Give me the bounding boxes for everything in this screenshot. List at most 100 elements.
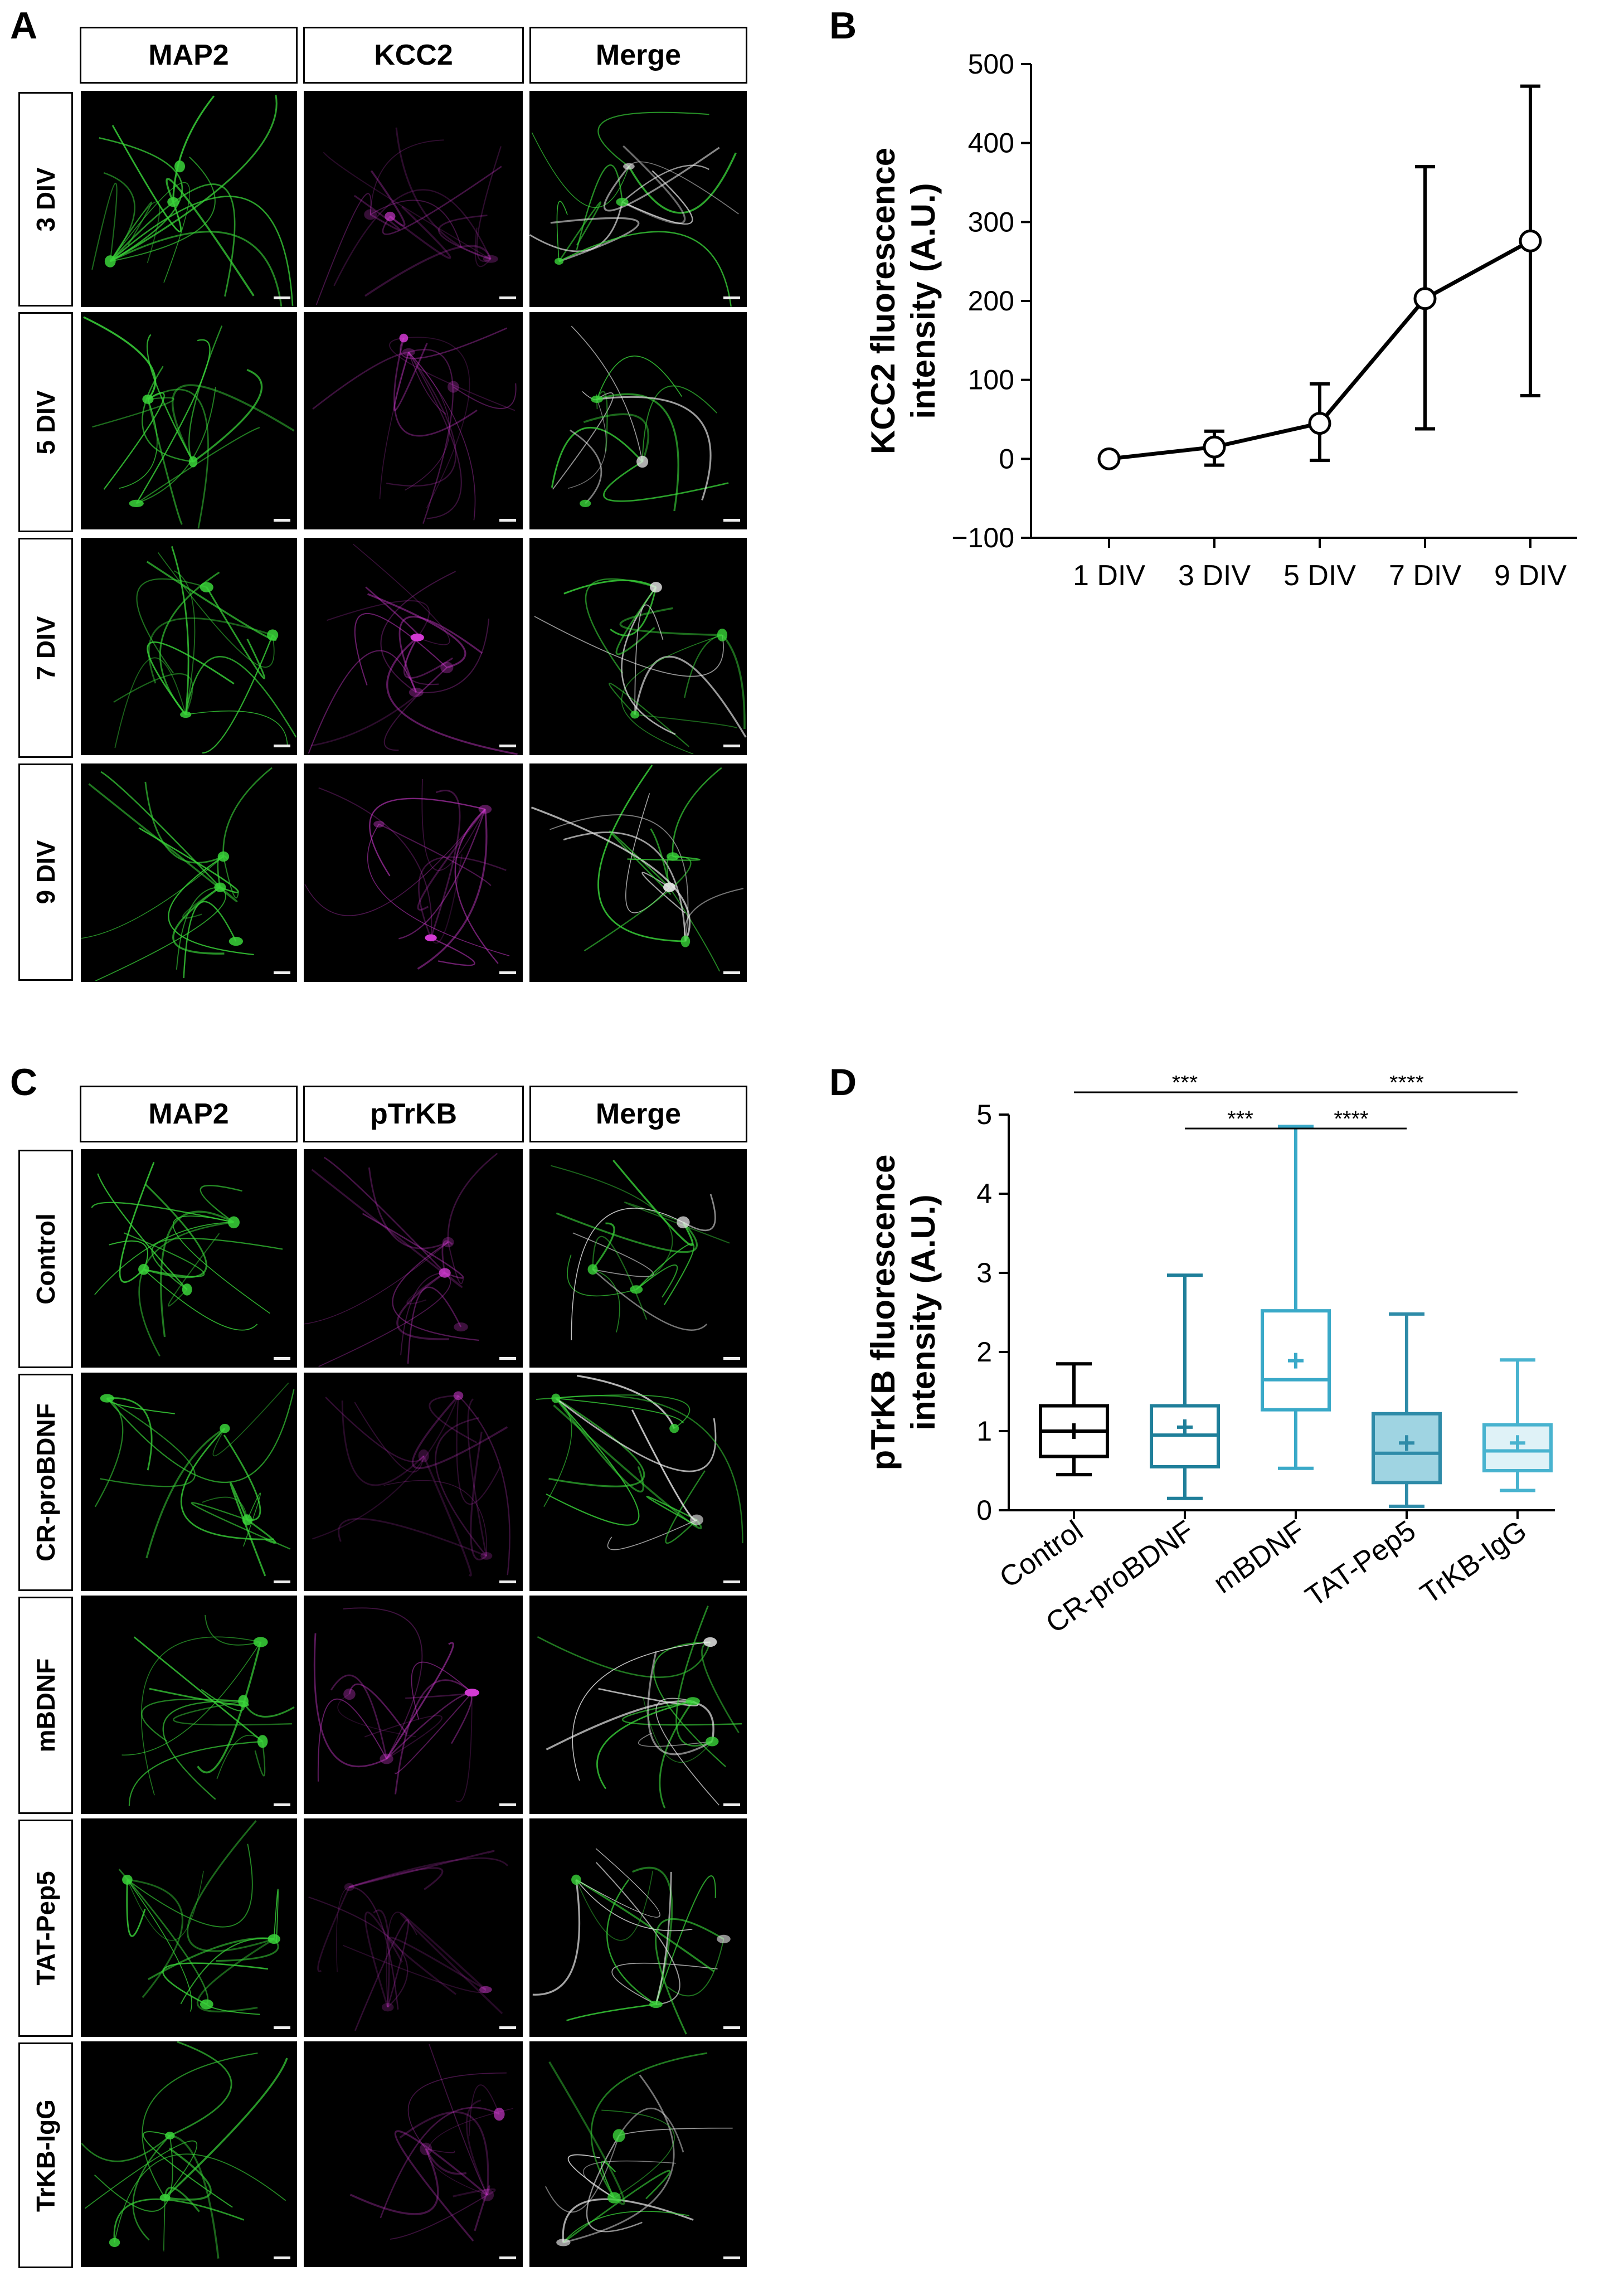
scale-bar: [723, 519, 740, 522]
panel-a-header-merge: Merge: [529, 27, 747, 84]
panel-c-image-control-signal: [304, 1149, 523, 1368]
panel-a-image-3div-map2: [81, 91, 297, 307]
y-tick-label: 1: [976, 1416, 992, 1447]
scale-bar: [723, 2026, 740, 2029]
panel-c-image-cr-probdnf-signal: [304, 1373, 523, 1591]
panel-c-label: C: [10, 1061, 38, 1103]
y-axis-label: KCC2 fluorescenceintensity (A.U.): [864, 148, 942, 454]
panel-a-row-label-7div: 7 DIV: [18, 538, 73, 758]
scale-bar: [499, 745, 516, 747]
scale-bar: [723, 971, 740, 974]
x-tick-label: Control: [994, 1514, 1089, 1594]
panel-a-row-label-3div: 3 DIV: [18, 92, 73, 307]
x-tick-label: TrKB-IgG: [1414, 1514, 1533, 1610]
y-tick-label: 4: [976, 1178, 992, 1209]
x-tick-label: 3 DIV: [1178, 560, 1251, 592]
panel-a-label: A: [10, 4, 38, 47]
panel-a-image-9div-map2: [81, 763, 297, 982]
panel-c-image-cr-probdnf-map2: [81, 1373, 297, 1591]
scale-bar: [274, 1580, 290, 1583]
scale-bar: [274, 745, 290, 747]
data-point: [1308, 412, 1331, 435]
x-tick-label: 7 DIV: [1389, 560, 1461, 592]
scale-bar: [274, 2026, 290, 2029]
scale-bar: [499, 1357, 516, 1360]
panel-a-row-label-9div: 9 DIV: [18, 763, 73, 981]
panel-a-image-7div-signal: [304, 538, 523, 755]
panel-c-header-ptrkb: pTrKB: [303, 1086, 524, 1142]
x-tick-label: 5 DIV: [1283, 560, 1356, 592]
y-tick-label: 300: [968, 206, 1014, 237]
y-tick-label: 2: [976, 1336, 992, 1368]
panel-a-header-map2: MAP2: [80, 27, 298, 84]
panel-a-image-9div-merge: [529, 763, 747, 982]
panel-c-image-tat-pep5-map2: [81, 1818, 297, 2037]
panel-c-image-trkb-igg-signal: [304, 2041, 523, 2267]
panel-c-image-cr-probdnf-merge: [529, 1373, 747, 1591]
scale-bar: [499, 1580, 516, 1583]
scale-bar: [723, 2256, 740, 2259]
panel-a-image-5div-map2: [81, 312, 297, 529]
scale-bar: [499, 1803, 516, 1806]
scale-bar: [499, 296, 516, 299]
scale-bar: [274, 519, 290, 522]
scale-bar: [723, 296, 740, 299]
y-tick-label: 3: [976, 1257, 992, 1288]
panel-a-image-5div-signal: [304, 312, 523, 529]
panel-d-box-plot: 0 1 2 3 4 5 pTrKB fluorescenceintensity (A.U.)…: [864, 1076, 1555, 1640]
panel-a-row-label-5div: 5 DIV: [18, 312, 73, 532]
panel-c-row-label-trkb-igg: TrKB-IgG: [18, 2042, 73, 2268]
panel-c-image-mbdnf-merge: [529, 1596, 747, 1814]
x-tick-label: 1 DIV: [1073, 560, 1145, 592]
panel-a-image-5div-merge: [529, 312, 747, 529]
scale-bar: [723, 1357, 740, 1360]
scale-bar: [274, 1357, 290, 1360]
data-point: [1519, 229, 1542, 252]
x-tick-label: TAT-Pep5: [1300, 1514, 1422, 1613]
panel-c-row-label-mbdnf: mBDNF: [18, 1597, 73, 1814]
y-axis-label: pTrKB fluorescenceintensity (A.U.): [864, 1155, 942, 1471]
y-tick-label: −100: [951, 522, 1014, 553]
scale-bar: [499, 2026, 516, 2029]
data-point: [1203, 435, 1226, 459]
y-tick-label: 0: [976, 1495, 992, 1526]
scale-bar: [274, 2256, 290, 2259]
scale-bar: [723, 1580, 740, 1583]
significance-label: ***: [1227, 1107, 1253, 1131]
panel-d-label: D: [829, 1061, 857, 1103]
panel-c-row-label-cr-probdnf: CR-proBDNF: [18, 1374, 73, 1591]
panel-c-image-control-map2: [81, 1149, 297, 1368]
panel-a-image-7div-merge: [529, 538, 747, 755]
panel-b-line-chart: −100 0 100 200 300 400 500 1 DIV 3 DIV 5 DIV 7 DIV…: [864, 48, 1577, 592]
scale-bar: [723, 1803, 740, 1806]
y-tick-label: 500: [968, 48, 1014, 80]
y-tick-label: 200: [968, 285, 1014, 317]
panel-a-image-3div-merge: [529, 91, 747, 307]
y-tick-label: 400: [968, 128, 1014, 159]
x-tick-label: mBDNF: [1208, 1514, 1311, 1600]
panel-c-image-tat-pep5-signal: [304, 1818, 523, 2037]
y-tick-label: 100: [968, 364, 1014, 396]
scale-bar: [274, 296, 290, 299]
y-tick-label: 0: [999, 443, 1014, 474]
scale-bar: [499, 971, 516, 974]
scale-bar: [274, 1803, 290, 1806]
significance-label: ****: [1334, 1107, 1368, 1131]
panel-a-image-3div-signal: [304, 91, 523, 307]
panel-c-header-merge: Merge: [529, 1086, 747, 1142]
data-point: [1413, 287, 1437, 310]
scale-bar: [499, 2256, 516, 2259]
panel-c-row-label-tat-pep5: TAT-Pep5: [18, 1820, 73, 2037]
panel-c-row-label-control: Control: [18, 1150, 73, 1368]
panel-a-image-9div-signal: [304, 763, 523, 982]
panel-c-image-control-merge: [529, 1149, 747, 1368]
panel-a-header-kcc2: KCC2: [303, 27, 524, 84]
significance-label: ***: [1172, 1076, 1198, 1095]
panel-c-header-map2: MAP2: [80, 1086, 298, 1142]
significance-label: ****: [1389, 1076, 1424, 1095]
scale-bar: [499, 519, 516, 522]
panel-a-image-7div-map2: [81, 538, 297, 755]
panel-c-image-mbdnf-signal: [304, 1596, 523, 1814]
panel-c-image-trkb-igg-merge: [529, 2041, 747, 2267]
panel-c-image-tat-pep5-merge: [529, 1818, 747, 2037]
